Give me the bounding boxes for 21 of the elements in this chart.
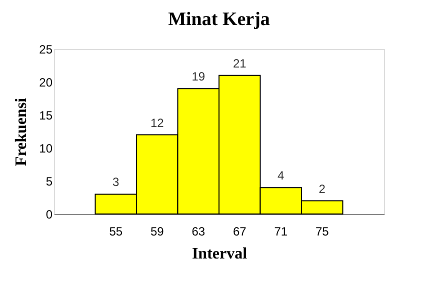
x-tick-label: 55 (109, 224, 123, 238)
data-label: 12 (150, 116, 164, 130)
x-tick-label: 63 (192, 224, 206, 238)
y-axis-title: Frekuensi (13, 97, 30, 166)
data-label: 4 (278, 168, 285, 183)
y-tick-label: 15 (39, 108, 53, 122)
y-tick-label: 10 (39, 142, 53, 156)
data-label: 21 (232, 56, 247, 70)
x-tick-label: 75 (315, 224, 330, 238)
data-label: 19 (192, 70, 206, 84)
x-tick-label: 67 (232, 224, 247, 238)
x-tick-label: 59 (150, 224, 164, 238)
data-label: 3 (112, 175, 120, 190)
chart-title: Minat Kerja (168, 9, 270, 30)
y-tick-label: 0 (46, 208, 53, 222)
x-axis-title: Interval (192, 246, 248, 262)
x-tick-label: 71 (274, 224, 288, 238)
y-tick-label: 20 (39, 76, 53, 90)
data-label: 2 (318, 182, 326, 196)
y-tick-label: 25 (39, 42, 53, 56)
y-tick-label: 5 (46, 174, 53, 188)
